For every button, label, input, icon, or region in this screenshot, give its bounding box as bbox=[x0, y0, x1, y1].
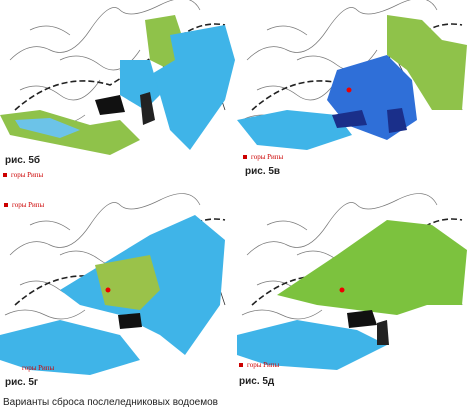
map-panel: рис. 5б горы Рипы bbox=[0, 0, 235, 179]
figure-label: рис. 5д bbox=[239, 376, 275, 387]
blue-area bbox=[237, 110, 352, 150]
mountains-label: горы Рипы bbox=[12, 201, 45, 209]
sea bbox=[347, 310, 377, 328]
mountains-label: горы Рипы bbox=[251, 153, 284, 161]
mountains-label: горы Рипы bbox=[22, 364, 55, 372]
marker bbox=[346, 87, 352, 93]
marker bbox=[239, 363, 243, 367]
marker bbox=[339, 287, 345, 293]
blue-area bbox=[0, 320, 140, 375]
figure-label: рис. 5в bbox=[245, 166, 280, 177]
map-panel: горы Рипы рис. 5д bbox=[237, 192, 467, 387]
sea bbox=[387, 108, 407, 133]
green-area bbox=[95, 255, 160, 310]
map-panel: горы Рипы горы Рипы рис. 5г bbox=[0, 192, 226, 388]
blue-area bbox=[120, 60, 160, 110]
marker bbox=[4, 203, 8, 207]
sea bbox=[140, 92, 155, 125]
sea bbox=[377, 320, 389, 345]
sea bbox=[118, 313, 142, 329]
green-area bbox=[277, 220, 467, 315]
green-area bbox=[387, 15, 467, 110]
mountains-label: горы Рипы bbox=[247, 361, 280, 369]
marker bbox=[243, 155, 247, 159]
blue-area bbox=[150, 25, 235, 150]
mountains-label: горы Рипы bbox=[11, 171, 44, 179]
figure-label: рис. 5г bbox=[5, 377, 38, 388]
sea bbox=[332, 110, 367, 128]
map-panel: горы Рипы рис. 5в bbox=[237, 0, 467, 177]
blue-area bbox=[15, 118, 80, 138]
blue-area bbox=[237, 320, 387, 370]
marker bbox=[3, 173, 7, 177]
marker bbox=[105, 287, 111, 293]
caption: Варианты сброса послеледниковых водоемов bbox=[3, 396, 218, 408]
sea bbox=[95, 95, 125, 115]
figure-label: рис. 5б bbox=[5, 154, 40, 166]
